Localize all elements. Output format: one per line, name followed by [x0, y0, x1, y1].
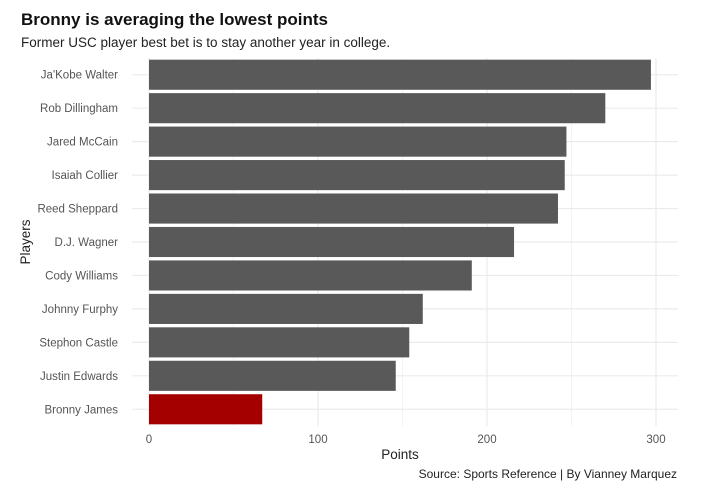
bar-johnny-furphy — [149, 293, 423, 324]
bar-isaiah-collier — [149, 160, 565, 191]
x-tick-label: 200 — [477, 434, 496, 446]
x-tick-label: 100 — [308, 434, 327, 446]
y-tick-label: Cody Williams — [45, 270, 118, 282]
y-tick-label: D.J. Wagner — [55, 237, 119, 249]
bar-d-j-wagner — [149, 226, 515, 258]
x-tick-label: 0 — [146, 434, 152, 446]
x-tick-label: 300 — [646, 434, 665, 446]
bar-bronny-james — [149, 394, 263, 425]
bar-ja-kobe-walter — [149, 59, 651, 90]
chart-subtitle: Former USC player best bet is to stay an… — [21, 35, 391, 50]
y-tick-label: Bronny James — [44, 404, 118, 416]
y-tick-label: Ja'Kobe Walter — [41, 70, 118, 82]
bar-reed-sheppard — [149, 193, 558, 224]
y-tick-label: Isaiah Collier — [52, 170, 119, 182]
y-tick-label: Johnny Furphy — [42, 304, 118, 316]
bars — [149, 59, 651, 425]
chart-caption: Source: Sports Reference | By Vianney Ma… — [418, 467, 677, 481]
y-tick-label: Jared McCain — [47, 137, 118, 149]
chart-title: Bronny is averaging the lowest points — [21, 10, 328, 29]
bar-cody-williams — [149, 260, 472, 291]
y-tick-label: Reed Sheppard — [37, 204, 118, 216]
bar-justin-edwards — [149, 360, 396, 391]
y-tick-labels: Ja'Kobe Walter Rob Dillingham Jared McCain… — [37, 70, 118, 417]
y-tick-label: Rob Dillingham — [40, 103, 118, 115]
bar-rob-dillingham — [149, 93, 606, 124]
y-axis-title: Players — [18, 219, 33, 264]
bar-stephon-castle — [149, 327, 410, 358]
x-axis-title: Points — [381, 447, 419, 462]
y-tick-label: Stephon Castle — [39, 337, 118, 349]
x-tick-labels: 0 100 200 300 — [146, 434, 666, 446]
bar-jared-mccain — [149, 126, 567, 157]
y-tick-label: Justin Edwards — [40, 371, 118, 383]
